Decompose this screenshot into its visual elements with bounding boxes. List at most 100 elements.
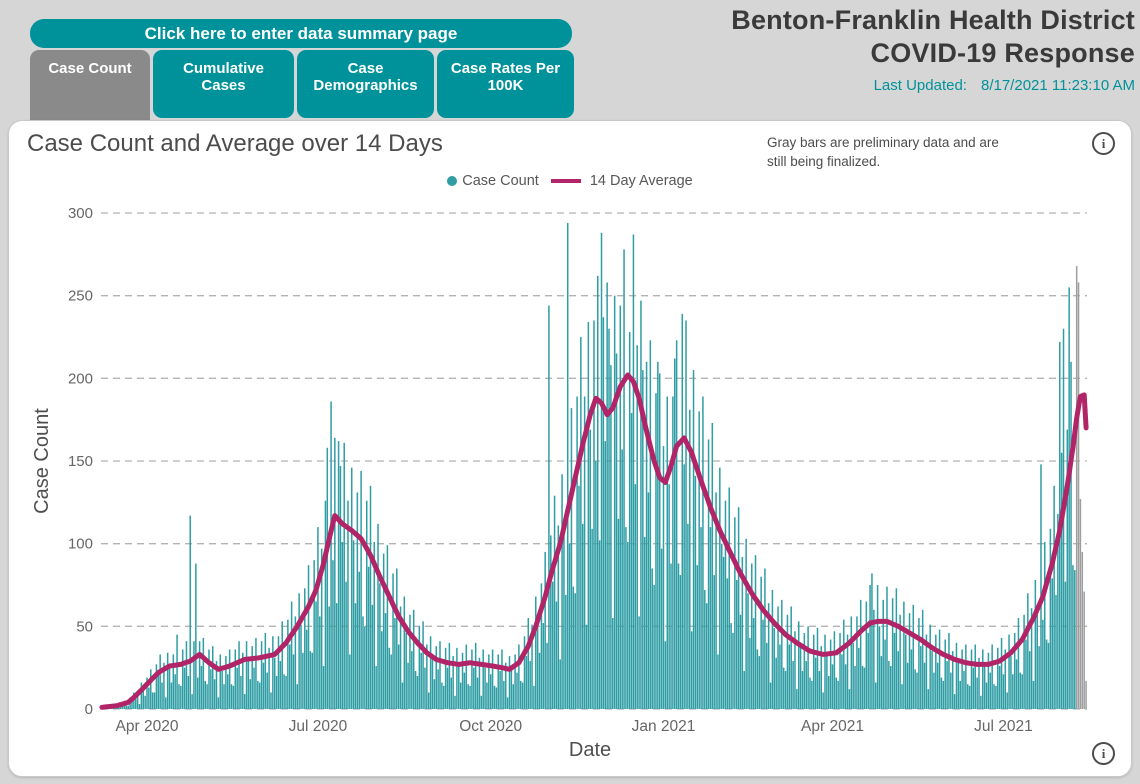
svg-text:250: 250: [68, 288, 93, 305]
case-count-bar: [439, 641, 441, 709]
case-count-bar: [672, 396, 674, 709]
case-count-bar: [709, 527, 712, 709]
summary-page-button[interactable]: Click here to enter data summary page: [30, 19, 572, 48]
case-count-bar: [469, 685, 471, 709]
case-count-bar: [799, 647, 802, 709]
case-count-bar: [976, 677, 978, 709]
case-count-bar: [277, 636, 280, 709]
case-count-bar: [674, 358, 676, 709]
case-count-bar: [608, 328, 610, 709]
case-count-bar: [168, 667, 171, 709]
case-count-bar: [640, 300, 642, 709]
case-count-bar: [514, 654, 516, 709]
case-count-bar: [978, 657, 980, 709]
tab-cumulative-cases[interactable]: Cumulative Cases: [153, 50, 294, 118]
case-count-bar: [982, 649, 984, 709]
case-count-bar: [285, 675, 287, 709]
case-count-bar: [777, 606, 779, 709]
svg-text:Apr 2021: Apr 2021: [801, 718, 864, 735]
case-count-bar: [172, 654, 175, 709]
case-count-bar: [752, 618, 755, 709]
case-count-bar: [935, 634, 937, 709]
case-count-bar: [397, 644, 400, 709]
case-count-bar: [437, 669, 439, 709]
case-count-bar: [946, 661, 948, 709]
case-count-bar: [948, 632, 950, 709]
x-tick-labels: Apr 2020 Jul 2020 Oct 2020 Jan 2021 Apr 2021…: [116, 718, 1033, 735]
case-count-bar: [433, 679, 436, 709]
case-count-bar: [354, 603, 357, 709]
case-count-bar: [242, 652, 244, 709]
case-count-bar: [854, 666, 856, 709]
info-icon[interactable]: i: [1092, 132, 1115, 155]
case-count-bar: [630, 413, 633, 709]
case-count-bar: [865, 601, 868, 709]
case-count-bar: [384, 613, 387, 709]
average-line[interactable]: [99, 372, 1089, 710]
case-count-bar: [504, 662, 507, 709]
case-count-bar: [150, 669, 152, 709]
case-count-bar: [871, 573, 873, 709]
case-count-bar: [1074, 570, 1076, 709]
case-count-bar: [296, 684, 299, 709]
case-count-bar: [844, 664, 847, 709]
case-count-bar: [929, 624, 931, 709]
legend-item-average[interactable]: 14 Day Average: [547, 173, 693, 189]
case-count-bar: [1075, 265, 1078, 709]
case-count-bar: [1027, 593, 1029, 709]
tab-case-count[interactable]: Case Count: [30, 50, 150, 124]
case-count-bar: [843, 619, 845, 709]
case-count-bar: [1017, 618, 1020, 709]
case-count-bar: [751, 563, 753, 709]
case-count-bar: [816, 627, 819, 709]
case-count-bar: [497, 654, 499, 709]
case-count-bar: [683, 464, 685, 709]
case-count-bar: [749, 637, 751, 709]
svg-text:Oct 2020: Oct 2020: [459, 718, 522, 735]
case-count-bar: [570, 408, 573, 709]
info-icon[interactable]: i: [1092, 742, 1115, 765]
case-count-bar: [822, 692, 824, 709]
case-count-bar: [553, 495, 556, 709]
case-count-bar: [1057, 513, 1059, 709]
case-count-bar: [546, 642, 548, 709]
case-count-bar: [906, 662, 909, 709]
case-count-bar: [418, 626, 421, 709]
case-count-bar: [1043, 542, 1046, 709]
case-count-bar: [1008, 634, 1010, 709]
tab-case-rates-per-100k[interactable]: Case Rates Per 100K: [437, 50, 574, 118]
case-count-bar: [181, 649, 184, 709]
case-count-bar: [382, 553, 385, 709]
case-count-bar: [1077, 282, 1080, 709]
case-count-bar: [664, 641, 667, 709]
case-count-bar: [195, 563, 197, 709]
case-count-bar: [1045, 639, 1048, 709]
case-count-chart[interactable]: 0 50 100 150 200 250 300 Apr 2020 Jul 2020 Oct 20…: [9, 121, 1129, 774]
case-count-bar: [463, 672, 466, 709]
case-count-bar: [230, 684, 233, 709]
case-count-bar: [255, 637, 257, 709]
case-count-bar: [565, 594, 567, 709]
case-count-bar: [666, 396, 668, 709]
case-count-bar: [642, 370, 644, 709]
case-count-bar: [1028, 651, 1031, 709]
x-axis-title: Date: [568, 739, 612, 761]
case-count-bars[interactable]: [101, 222, 1087, 710]
case-count-bar: [1034, 580, 1037, 709]
case-count-bar: [189, 515, 191, 709]
case-count-bar: [888, 661, 890, 709]
case-count-bar: [193, 641, 195, 709]
case-count-bar: [471, 649, 473, 709]
tab-case-demographics[interactable]: Case Demographics: [297, 50, 434, 118]
case-count-bar: [628, 332, 631, 709]
case-count-bar: [131, 700, 133, 709]
case-count-bar: [559, 659, 561, 709]
case-count-bar: [647, 492, 650, 709]
legend-item-case-count[interactable]: Case Count: [447, 173, 539, 189]
case-count-bar: [794, 631, 796, 709]
case-count-bar: [394, 618, 396, 709]
case-count-bar: [690, 631, 693, 709]
case-count-bar: [760, 576, 762, 709]
case-count-bar: [1053, 485, 1055, 709]
case-count-bar: [238, 641, 240, 709]
